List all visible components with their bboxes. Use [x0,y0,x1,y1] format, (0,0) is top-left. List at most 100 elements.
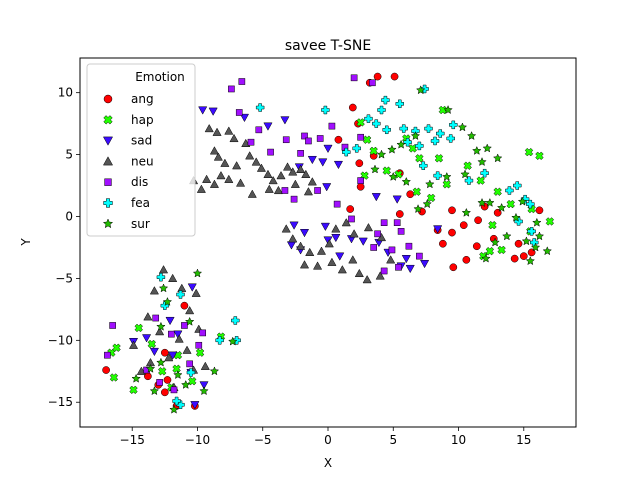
data-point-ang [439,239,447,248]
data-point-dis [186,360,193,368]
x-tick-label: 0 [324,433,332,447]
data-point-sad [320,222,330,232]
data-point-neu [143,312,153,321]
data-point-sur [482,143,492,153]
data-point-dis [357,133,364,141]
data-point-dis [156,379,163,386]
data-point-sad [263,122,273,131]
data-point-dis [104,351,111,359]
legend-label-dis: dis [131,175,148,189]
data-point-sur [199,386,209,396]
data-point-neu [349,229,359,238]
data-point-sad [331,233,341,243]
data-point-neu [212,127,222,136]
data-point-hap [109,373,119,382]
data-point-fea [464,176,474,185]
chart-title: savee T-SNE [285,38,371,54]
data-point-sad [149,347,159,357]
data-point-sur [184,316,195,326]
data-point-sur [511,212,521,222]
data-point-ang [355,159,364,168]
legend: Emotion ang hap sad neu dis fea sur [86,63,196,237]
data-point-hap [112,343,121,352]
data-point-hap [362,135,372,144]
data-point-dis [328,122,336,130]
data-point-dis [393,219,401,226]
data-point-neu [375,271,385,280]
data-point-sur [530,242,541,252]
data-point-neu [247,189,257,198]
data-point-neu [185,305,195,315]
data-point-dis [333,200,341,208]
data-point-dis [281,187,289,194]
data-point-neu [296,164,306,174]
legend-marker-sad [102,136,114,146]
y-axis-ticks: −15 −10 −5 0 5 10 [48,86,80,409]
data-point-ang [535,206,544,215]
legend-marker-ang [103,94,113,104]
y-tick-label: 5 [65,148,73,162]
y-tick-label: −5 [55,271,73,285]
data-point-fea [215,336,224,345]
points-layer [102,72,555,414]
data-point-hap [158,367,167,376]
data-point-fea [446,134,455,143]
data-point-hap [535,151,544,161]
data-point-sad [165,316,175,326]
data-point-neu [303,187,313,196]
data-point-fea [395,99,404,109]
data-point-dis [290,195,298,203]
data-point-ang [474,216,482,225]
data-point-dis [350,74,358,82]
data-point-neu [331,224,341,233]
data-point-fea [381,95,390,105]
data-point-ang [373,72,382,81]
data-point-sur [192,268,203,278]
data-point-neu [290,179,300,188]
data-point-sad [190,401,200,410]
data-point-dis [267,148,274,156]
data-point-sur [180,379,191,389]
data-point-fea [505,186,514,195]
data-point-neu [268,175,278,185]
legend-entry-neu: neu [102,154,154,168]
data-point-sur [422,199,432,209]
data-point-dis [109,322,116,329]
data-point-sad [335,252,345,261]
data-point-sad [318,158,328,167]
data-point-ang [448,228,456,237]
data-point-fea [430,136,440,146]
data-point-sad [198,106,208,115]
data-point-fea [372,119,381,128]
data-point-sur [477,197,487,207]
data-point-hap [434,154,444,163]
data-point-dis [395,263,402,271]
data-point-hap [485,246,495,256]
data-point-neu [312,261,323,270]
data-point-dis [388,246,396,254]
data-point-neu [362,274,372,284]
x-tick-label: −10 [185,433,210,447]
data-point-sur [534,231,545,241]
data-point-neu [155,326,165,336]
y-tick-label: −10 [48,333,73,347]
data-point-fea [399,124,408,133]
data-point-hap [188,376,197,386]
data-point-ang [462,255,471,264]
data-point-neu [224,126,234,135]
data-point-neu [282,162,293,171]
data-point-fea [436,129,445,138]
legend-entry-hap: hap [103,113,154,127]
data-point-sad [307,155,317,165]
data-point-sur [376,149,387,159]
data-point-sad [371,193,381,202]
data-point-sur [169,404,179,414]
data-point-dis [247,138,255,146]
data-point-sad [239,113,250,123]
data-point-neu [348,255,358,264]
data-point-neu [149,286,159,295]
data-point-dis [168,330,175,338]
data-point-dis [282,136,290,144]
